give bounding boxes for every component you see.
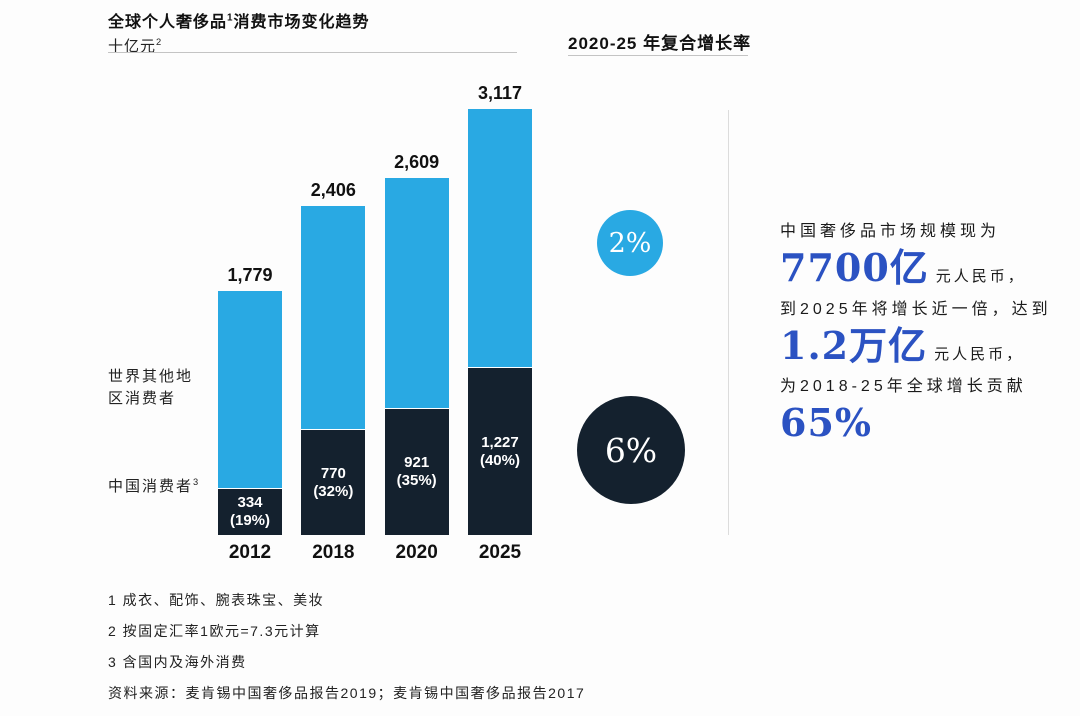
chart-unit-label: 十亿元2 bbox=[108, 35, 370, 56]
chart-title-text: 全球个人奢侈品 bbox=[108, 14, 228, 31]
callout-big-number-1-2wanyi: 1.2万亿 bbox=[780, 322, 928, 368]
segment-rest-of-world bbox=[301, 206, 366, 429]
bar-column-2020: 2,609 921 (35%) 2020 bbox=[384, 60, 449, 563]
callout-line-1: 中国奢侈品市场规模现为 bbox=[780, 223, 1001, 240]
china-value-label: 334 bbox=[237, 494, 263, 511]
china-market-callout: 中国奢侈品市场规模现为 7700亿 元人民币， 到2025年将增长近一倍，达到 … bbox=[780, 214, 1060, 447]
footnote-3: 3 含国内及海外消费 bbox=[108, 654, 247, 670]
cagr-badge-rest-of-world: 2% bbox=[597, 210, 663, 276]
cagr-title-underline bbox=[568, 55, 748, 56]
vertical-divider bbox=[728, 110, 729, 535]
chart-unit-footnote-marker: 2 bbox=[156, 37, 163, 47]
bar-column-2025: 3,117 1,227 (40%) 2025 bbox=[467, 60, 532, 563]
callout-suffix-1: 元人民币， bbox=[935, 268, 1026, 285]
segment-rest-of-world bbox=[467, 109, 532, 367]
callout-figure-2: 1.2万亿 元人民币， bbox=[780, 322, 1060, 370]
chart-title: 全球个人奢侈品1消费市场变化趋势 bbox=[108, 8, 370, 32]
legend-china: 中国消费者3 bbox=[108, 476, 200, 498]
china-percent-label: (32%) bbox=[313, 482, 354, 500]
cagr-column-title: 2020-25 年复合增长率 bbox=[568, 34, 752, 53]
segment-china: 921 (35%) bbox=[384, 408, 449, 535]
segment-rest-of-world bbox=[218, 291, 282, 488]
chart-unit-text: 十亿元 bbox=[108, 38, 157, 55]
bar-total-label: 2,609 bbox=[394, 152, 440, 172]
china-percent-label: (40%) bbox=[479, 451, 520, 469]
china-value-label: 1,227 bbox=[481, 433, 519, 451]
title-underline bbox=[108, 52, 517, 53]
bar-total-label: 3,117 bbox=[477, 83, 523, 103]
footnotes-block: 1 成衣、配饰、腕表珠宝、美妆 2 按固定汇率1欧元=7.3元计算 3 含国内及… bbox=[108, 590, 585, 703]
legend-rest-of-world: 世界其他地 区消费者 bbox=[108, 368, 194, 407]
callout-suffix-2: 元人民币， bbox=[934, 345, 1025, 363]
bar-total-label: 2,406 bbox=[310, 180, 356, 200]
chart-title-footnote-marker: 1 bbox=[227, 12, 234, 24]
stacked-bar-chart: 1,779 334 (19%) 2012 2,406 770 (32%) 2018 2,609 9… bbox=[218, 60, 532, 563]
china-value-label: 921 bbox=[404, 454, 430, 471]
segment-china: 1,227 (40%) bbox=[467, 367, 532, 535]
legend-china-text: 中国消费者 bbox=[108, 478, 194, 495]
footnote-1: 1 成衣、配饰、腕表珠宝、美妆 bbox=[108, 592, 325, 608]
callout-big-number-7700yi: 7700亿 bbox=[780, 245, 929, 290]
callout-line-2: 到2025年将增长近一倍，达到 bbox=[780, 300, 1052, 318]
x-axis-label: 2018 bbox=[312, 542, 355, 563]
x-axis-label: 2025 bbox=[478, 542, 522, 563]
footnote-2: 2 按固定汇率1欧元=7.3元计算 bbox=[108, 623, 321, 639]
x-axis-label: 2020 bbox=[395, 542, 438, 563]
callout-big-number-65pct: 65% bbox=[780, 400, 872, 445]
china-percent-label: (35%) bbox=[396, 472, 437, 489]
segment-china: 334 (19%) bbox=[218, 488, 282, 535]
legend-china-footnote-marker: 3 bbox=[193, 477, 201, 487]
x-axis-label: 2012 bbox=[228, 542, 272, 563]
bar-column-2018: 2,406 770 (32%) 2018 bbox=[301, 60, 366, 563]
bar-column-2012: 1,779 334 (19%) 2012 bbox=[218, 60, 282, 563]
segment-rest-of-world bbox=[384, 178, 449, 408]
china-percent-label: (19%) bbox=[229, 512, 270, 529]
chart-header: 全球个人奢侈品1消费市场变化趋势 十亿元2 bbox=[108, 8, 370, 56]
bar-total-label: 1,779 bbox=[227, 265, 273, 285]
china-value-label: 770 bbox=[320, 464, 346, 482]
source-line: 资料来源：麦肯锡中国奢侈品报告2019；麦肯锡中国奢侈品报告2017 bbox=[108, 685, 586, 701]
callout-figure-1: 7700亿 元人民币， bbox=[780, 244, 1060, 292]
callout-line-3: 为2018-25年全球增长贡献 bbox=[780, 378, 1027, 395]
cagr-badge-china: 6% bbox=[577, 396, 685, 504]
chart-title-text-tail: 消费市场变化趋势 bbox=[233, 14, 370, 31]
segment-china: 770 (32%) bbox=[301, 429, 366, 535]
